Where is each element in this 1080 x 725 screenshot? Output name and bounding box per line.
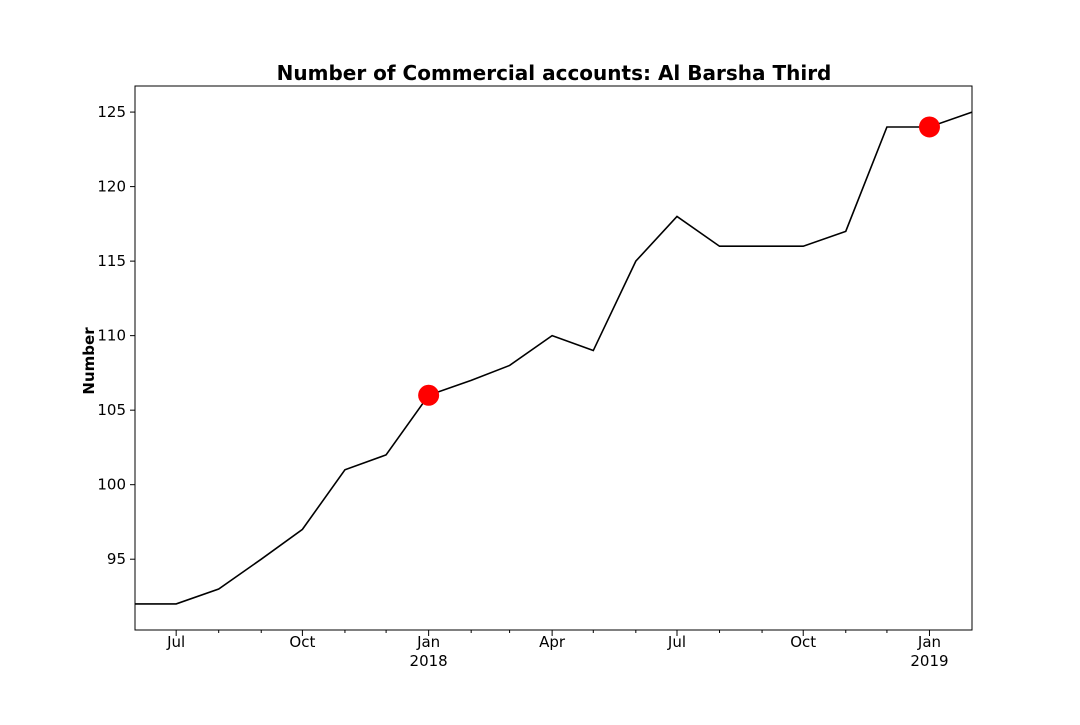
axes-frame <box>134 85 973 631</box>
x-tick-year-label: 2019 <box>910 652 948 670</box>
x-tick-label: Jul <box>667 633 686 651</box>
y-tick-label: 95 <box>107 550 126 568</box>
y-axis-label: Number <box>80 327 98 395</box>
chart-title: Number of Commercial accounts: Al Barsha… <box>277 61 832 85</box>
y-tick-label: 100 <box>97 476 126 494</box>
highlight-point <box>418 384 440 406</box>
x-tick-label: Jan <box>416 633 440 651</box>
y-tick-label: 120 <box>97 178 126 196</box>
x-tick-label: Oct <box>289 633 315 651</box>
highlight-point <box>918 116 940 138</box>
x-tick-label: Jan <box>917 633 941 651</box>
series-line <box>135 111 973 605</box>
y-tick-label: 110 <box>97 327 126 345</box>
y-tick-label: 115 <box>97 252 126 270</box>
x-tick-label: Apr <box>539 633 566 651</box>
x-tick-label: Oct <box>790 633 816 651</box>
y-tick-label: 105 <box>97 401 126 419</box>
x-tick-year-label: 2018 <box>410 652 448 670</box>
y-tick-label: 125 <box>97 103 126 121</box>
x-tick-label: Jul <box>166 633 185 651</box>
